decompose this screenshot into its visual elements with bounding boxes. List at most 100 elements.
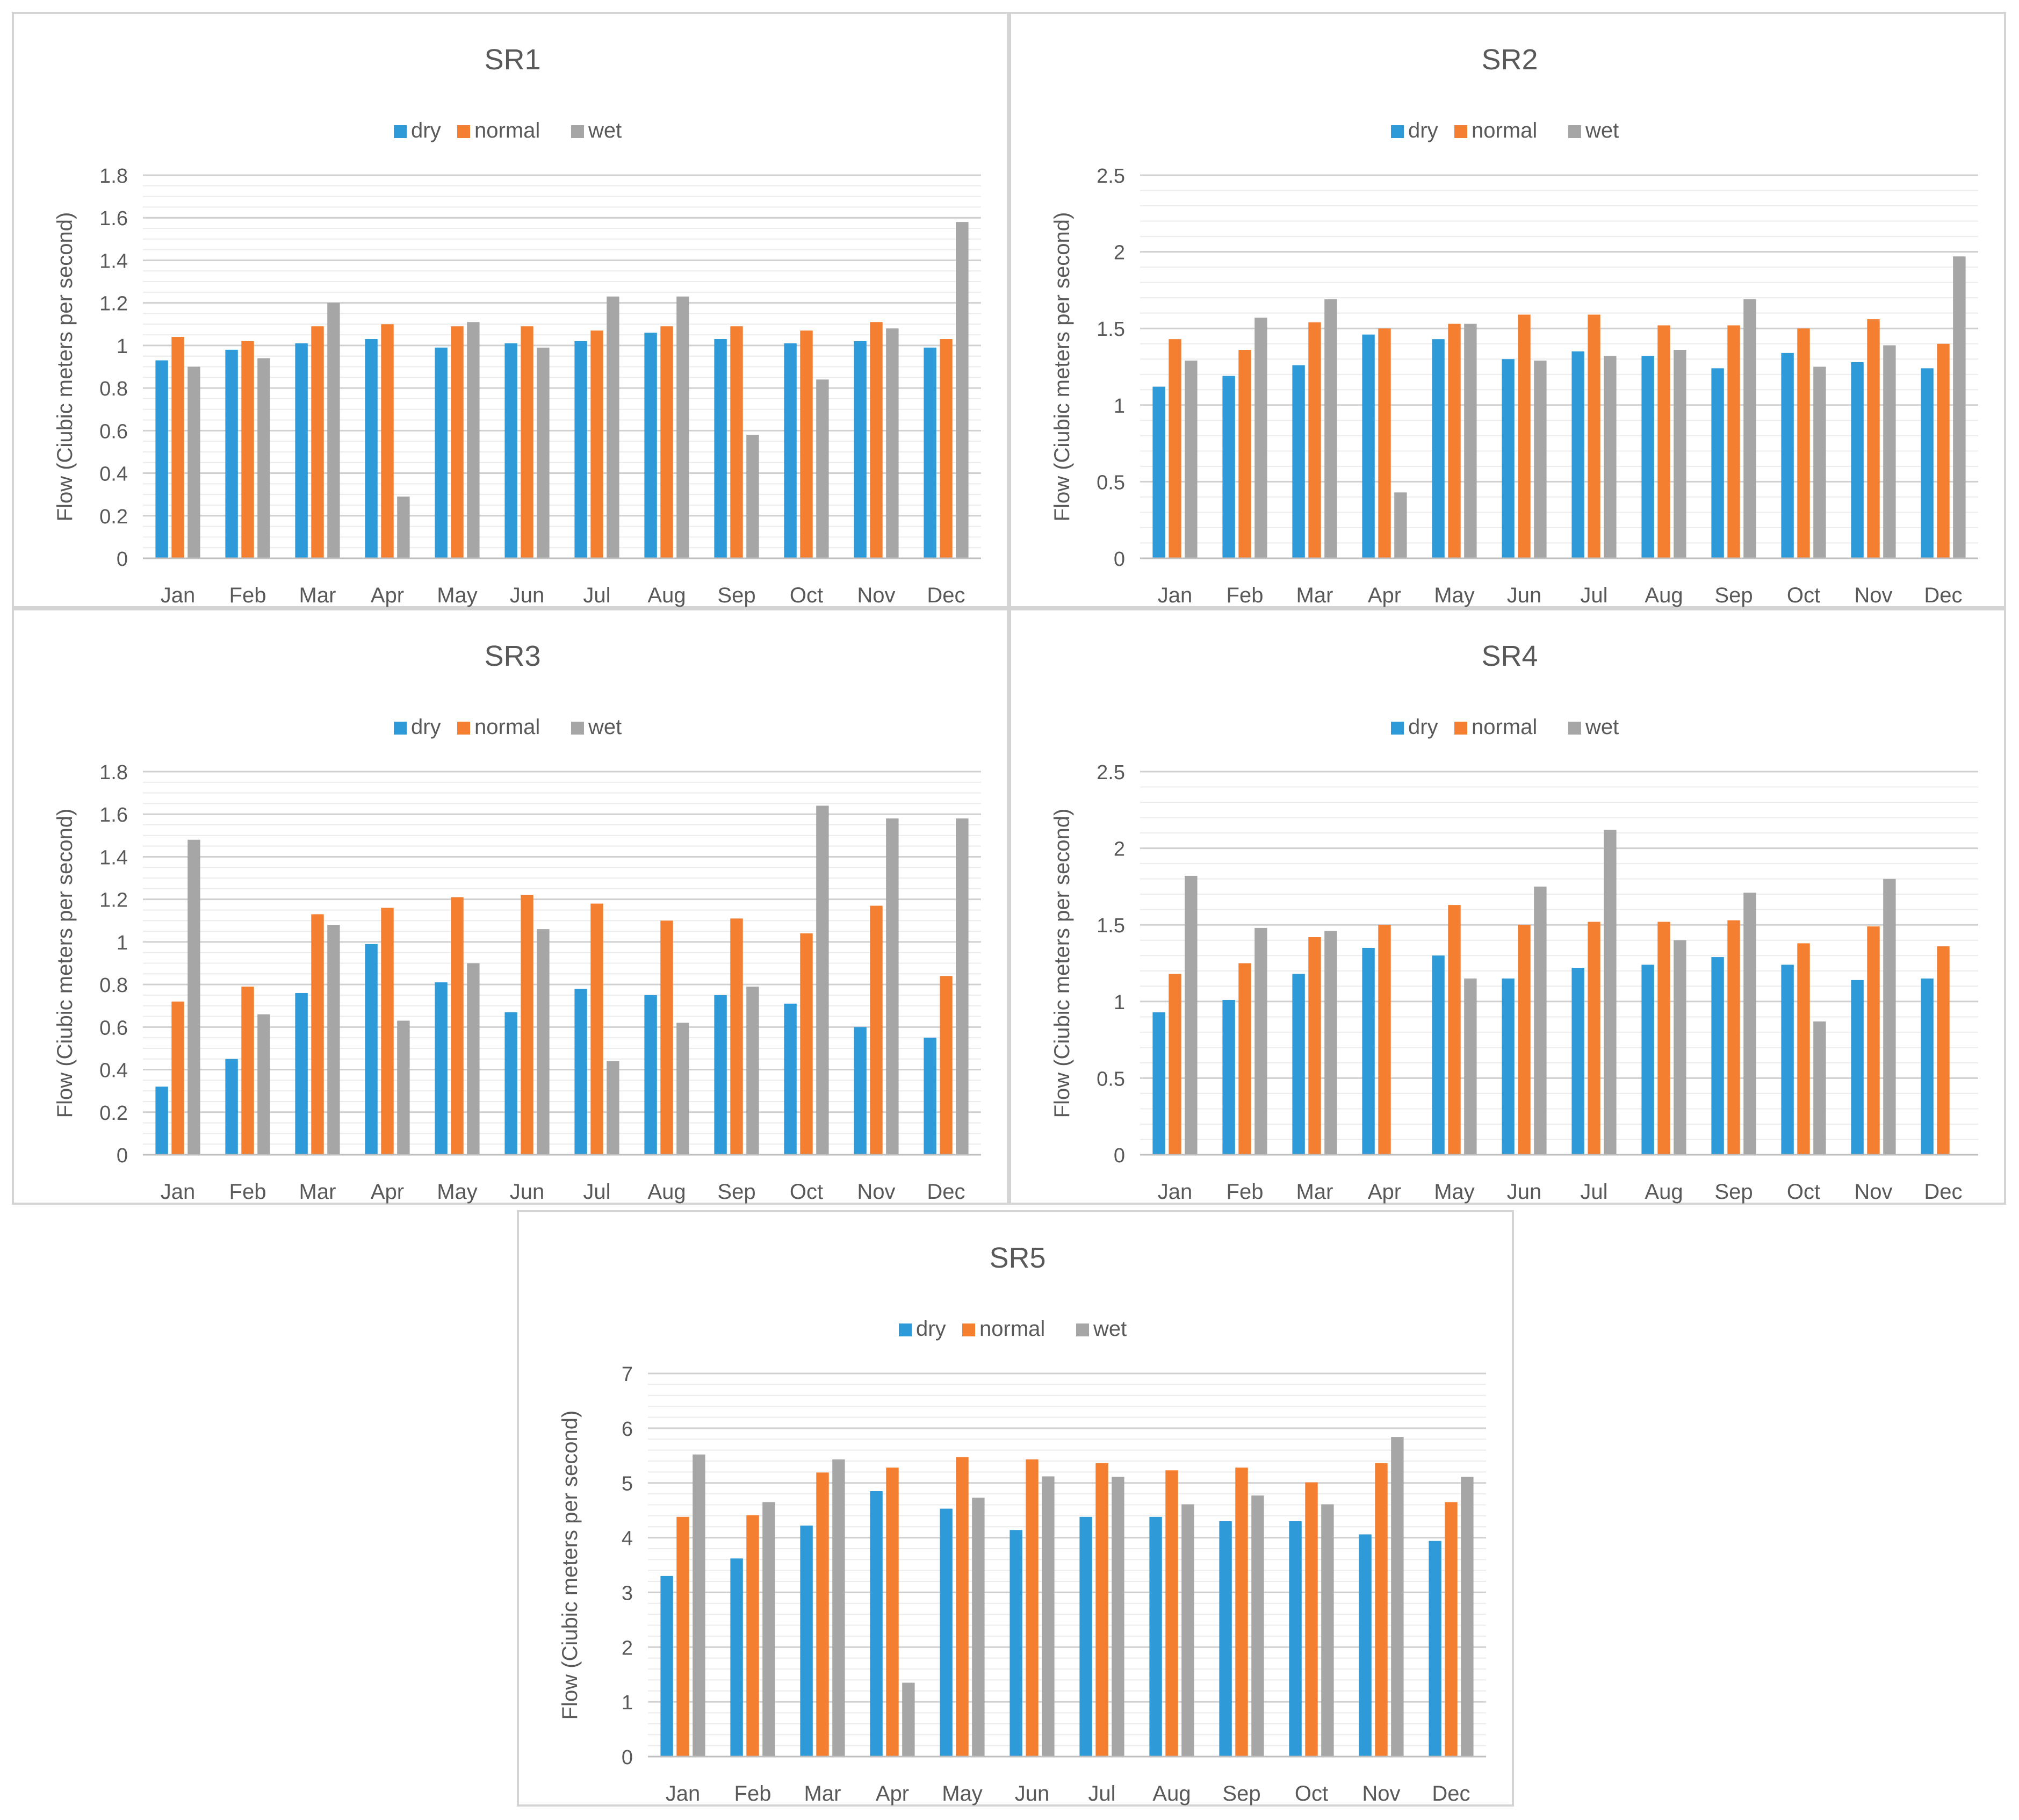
legend-swatch-wet — [1076, 1323, 1089, 1336]
bar-wet-may — [1464, 323, 1477, 558]
x-tick-label: Sep — [717, 1180, 755, 1204]
legend-swatch-dry — [899, 1323, 912, 1336]
gridlines — [1140, 771, 1978, 1140]
x-tick-label: Oct — [1787, 1180, 1820, 1204]
chart-title: SR3 — [484, 640, 540, 672]
bar-normal-sep — [1727, 920, 1740, 1155]
bar-normal-nov — [870, 322, 883, 558]
y-tick-label: 0.4 — [99, 463, 128, 486]
bar-wet-jan — [1185, 875, 1198, 1155]
x-tick-label: Nov — [1362, 1782, 1400, 1805]
bar-normal-feb — [1238, 350, 1251, 558]
bar-wet-mar — [1324, 299, 1337, 558]
y-tick-label: 2.5 — [1097, 165, 1125, 188]
legend-label-dry: dry — [1408, 715, 1438, 739]
x-tick-label: Apr — [876, 1782, 909, 1805]
bar-wet-oct — [1813, 1021, 1826, 1155]
legend-swatch-normal — [457, 125, 470, 138]
bar-wet-nov — [886, 328, 899, 558]
x-tick-label: Jun — [510, 584, 545, 607]
bar-dry-apr — [365, 944, 378, 1155]
bar-dry-aug — [1641, 965, 1654, 1155]
y-tick-label: 2 — [622, 1637, 633, 1659]
bar-wet-jun — [1534, 886, 1547, 1155]
gridlines — [143, 771, 981, 1145]
bar-wet-jan — [693, 1454, 705, 1757]
bar-wet-oct — [1321, 1504, 1334, 1757]
x-tick-label: May — [1434, 1180, 1475, 1204]
bar-dry-dec — [1429, 1541, 1441, 1757]
bar-dry-oct — [1781, 965, 1794, 1155]
legend-swatch-dry — [394, 722, 407, 735]
x-tick-label: Mar — [1296, 584, 1333, 607]
legend-label-dry: dry — [916, 1317, 946, 1341]
legend-swatch-normal — [457, 722, 470, 735]
y-tick-label: 0 — [1114, 1145, 1125, 1167]
bar-normal-jul — [1095, 1463, 1108, 1757]
gridlines — [648, 1372, 1486, 1746]
y-tick-label: 0.6 — [99, 420, 128, 443]
bar-dry-aug — [644, 333, 657, 558]
x-tick-label: Nov — [1854, 1180, 1892, 1204]
bar-normal-nov — [1375, 1463, 1388, 1757]
bar-normal-apr — [381, 908, 394, 1155]
bar-normal-jun — [1518, 925, 1531, 1155]
y-tick-label: 0 — [117, 548, 128, 571]
y-tick-label: 0.2 — [99, 1102, 128, 1125]
bar-wet-jan — [188, 839, 200, 1155]
bar-normal-may — [451, 326, 464, 558]
x-tick-label: Oct — [1787, 584, 1820, 607]
bar-wet-apr — [902, 1682, 915, 1757]
legend-label-dry: dry — [1408, 119, 1438, 142]
y-axis-title: Flow (Ciubic meters per second) — [53, 212, 77, 522]
bar-normal-jan — [1169, 974, 1181, 1155]
bar-wet-jan — [1185, 361, 1198, 558]
x-tick-label: Sep — [717, 584, 755, 607]
x-tick-label: Apr — [371, 1180, 404, 1204]
bar-dry-jun — [1502, 979, 1515, 1155]
bar-dry-aug — [1641, 356, 1654, 558]
bar-wet-sep — [1743, 299, 1756, 558]
legend-label-normal: normal — [979, 1317, 1045, 1341]
chart-panel-sr2: SR2 dry normal wet 0 0.5 1 1.5 2 2.5 Flow (Ciubic … — [1009, 12, 2006, 608]
bar-wet-nov — [1391, 1437, 1404, 1757]
legend-swatch-wet — [571, 125, 584, 138]
x-tick-label: Oct — [790, 1180, 823, 1204]
bar-normal-dec — [1937, 946, 1950, 1155]
bar-dry-sep — [714, 995, 727, 1155]
bar-normal-jul — [590, 903, 603, 1155]
y-tick-label: 1.4 — [99, 846, 128, 869]
bar-normal-feb — [746, 1515, 759, 1757]
bar-dry-sep — [714, 339, 727, 558]
x-tick-label: Jan — [1158, 1180, 1193, 1204]
x-tick-label: Apr — [371, 584, 404, 607]
y-tick-label: 0.8 — [99, 974, 128, 997]
bar-dry-sep — [1711, 368, 1724, 558]
chart-title: SR4 — [1481, 640, 1538, 672]
bar-wet-feb — [257, 358, 270, 558]
bar-normal-may — [1448, 323, 1461, 558]
x-tick-label: Aug — [1645, 584, 1683, 607]
bar-normal-apr — [1378, 328, 1391, 558]
bar-dry-dec — [1921, 979, 1934, 1155]
bar-wet-may — [972, 1498, 985, 1757]
chart-sr3: SR3 dry normal wet 0 0.2 0.4 0.6 0.8 1 1.2 1.4 1.6 1.… — [53, 640, 981, 1204]
bar-normal-may — [451, 897, 464, 1155]
x-tick-label: Oct — [790, 584, 823, 607]
bar-normal-oct — [1797, 328, 1810, 558]
y-tick-label: 1 — [1114, 395, 1125, 418]
bar-dry-feb — [225, 1059, 238, 1155]
bar-dry-nov — [854, 341, 867, 558]
x-tick-label: Feb — [1227, 584, 1264, 607]
bar-normal-sep — [1235, 1467, 1248, 1757]
x-tick-label: Jan — [1158, 584, 1193, 607]
bar-normal-mar — [311, 914, 324, 1155]
bar-wet-sep — [746, 435, 759, 558]
bar-wet-aug — [1181, 1504, 1194, 1757]
bar-normal-jan — [676, 1516, 689, 1757]
bar-normal-feb — [241, 341, 254, 558]
legend-label-normal: normal — [1472, 715, 1537, 739]
chart-title: SR2 — [1481, 44, 1538, 76]
bar-wet-may — [467, 963, 480, 1155]
bar-normal-aug — [1657, 325, 1670, 558]
